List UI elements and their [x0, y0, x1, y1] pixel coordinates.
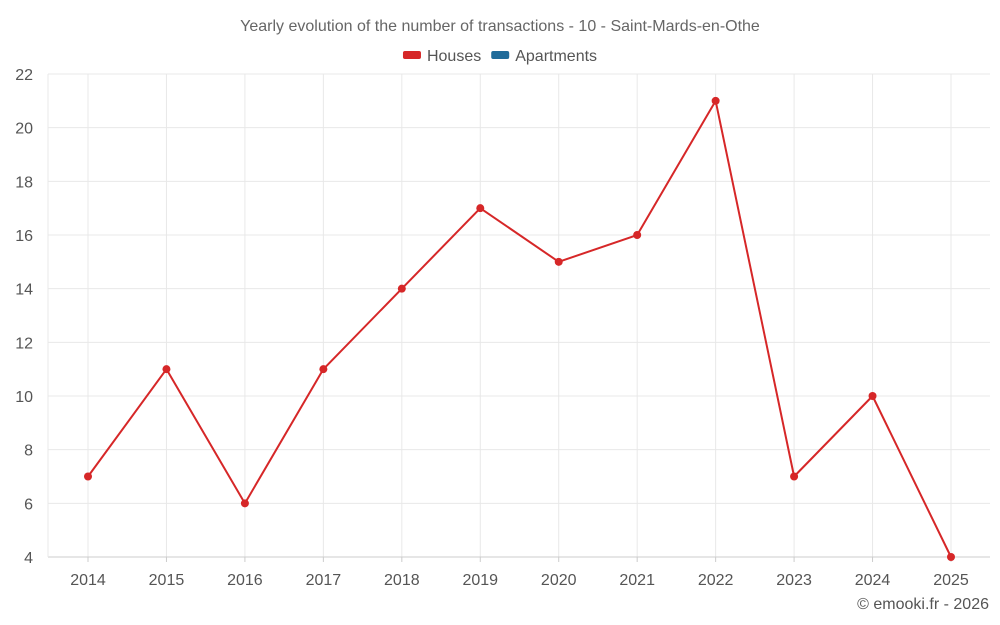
- legend-label: Apartments: [515, 48, 597, 65]
- x-tick-label: 2023: [776, 572, 812, 589]
- legend-item-houses[interactable]: Houses: [402, 48, 481, 65]
- y-axis-ticks: 4 6 8 10 12 14 16 18 20 22: [15, 67, 33, 567]
- legend-item-apartments[interactable]: Apartments: [491, 48, 597, 65]
- data-point-houses[interactable]: [240, 499, 249, 508]
- data-point-houses[interactable]: [84, 472, 92, 481]
- data-point-houses[interactable]: [633, 231, 642, 239]
- legend-swatch: [491, 51, 510, 59]
- y-tick-label: 8: [24, 443, 33, 460]
- legend-swatch: [402, 51, 421, 59]
- x-tick-label: 2016: [227, 572, 263, 589]
- grid: [47, 73, 990, 558]
- data-point-houses[interactable]: [790, 472, 799, 481]
- y-tick-label: 18: [15, 174, 33, 191]
- data-point-houses[interactable]: [868, 392, 877, 400]
- x-axis-ticks: 2014 2015 2016 2017 2018 2019 2020 2021 2022 2023…: [70, 557, 969, 589]
- data-point-houses[interactable]: [554, 257, 563, 266]
- x-tick-label: 2014: [70, 572, 106, 589]
- x-tick-label: 2024: [855, 572, 891, 589]
- data-point-houses[interactable]: [397, 284, 406, 293]
- x-tick-label: 2017: [306, 572, 342, 589]
- data-point-houses[interactable]: [947, 553, 955, 561]
- x-tick-label: 2020: [541, 572, 577, 589]
- x-tick-label: 2022: [698, 572, 734, 589]
- series-line-houses: [87, 99, 952, 558]
- x-tick-label: 2025: [933, 572, 969, 589]
- credit-text: © emooki.fr - 2026: [857, 596, 989, 613]
- legend[interactable]: Houses Apartments: [402, 48, 597, 65]
- y-tick-label: 12: [15, 335, 33, 352]
- x-tick-label: 2018: [384, 572, 420, 589]
- x-tick-label: 2021: [619, 572, 655, 589]
- data-point-houses[interactable]: [319, 365, 328, 374]
- y-tick-label: 14: [15, 282, 33, 299]
- x-tick-label: 2015: [149, 572, 185, 589]
- x-tick-label: 2019: [462, 572, 498, 589]
- series-layer: [84, 96, 955, 561]
- data-point-houses[interactable]: [711, 96, 720, 105]
- y-tick-label: 4: [24, 550, 33, 567]
- y-tick-label: 16: [15, 228, 33, 245]
- chart-title: Yearly evolution of the number of transa…: [240, 18, 760, 35]
- data-point-houses[interactable]: [162, 365, 171, 374]
- y-tick-label: 20: [15, 121, 33, 138]
- y-tick-label: 22: [15, 67, 33, 84]
- y-tick-label: 10: [15, 389, 33, 406]
- y-tick-label: 6: [24, 496, 33, 513]
- legend-label: Houses: [427, 48, 481, 65]
- data-point-houses[interactable]: [476, 204, 485, 213]
